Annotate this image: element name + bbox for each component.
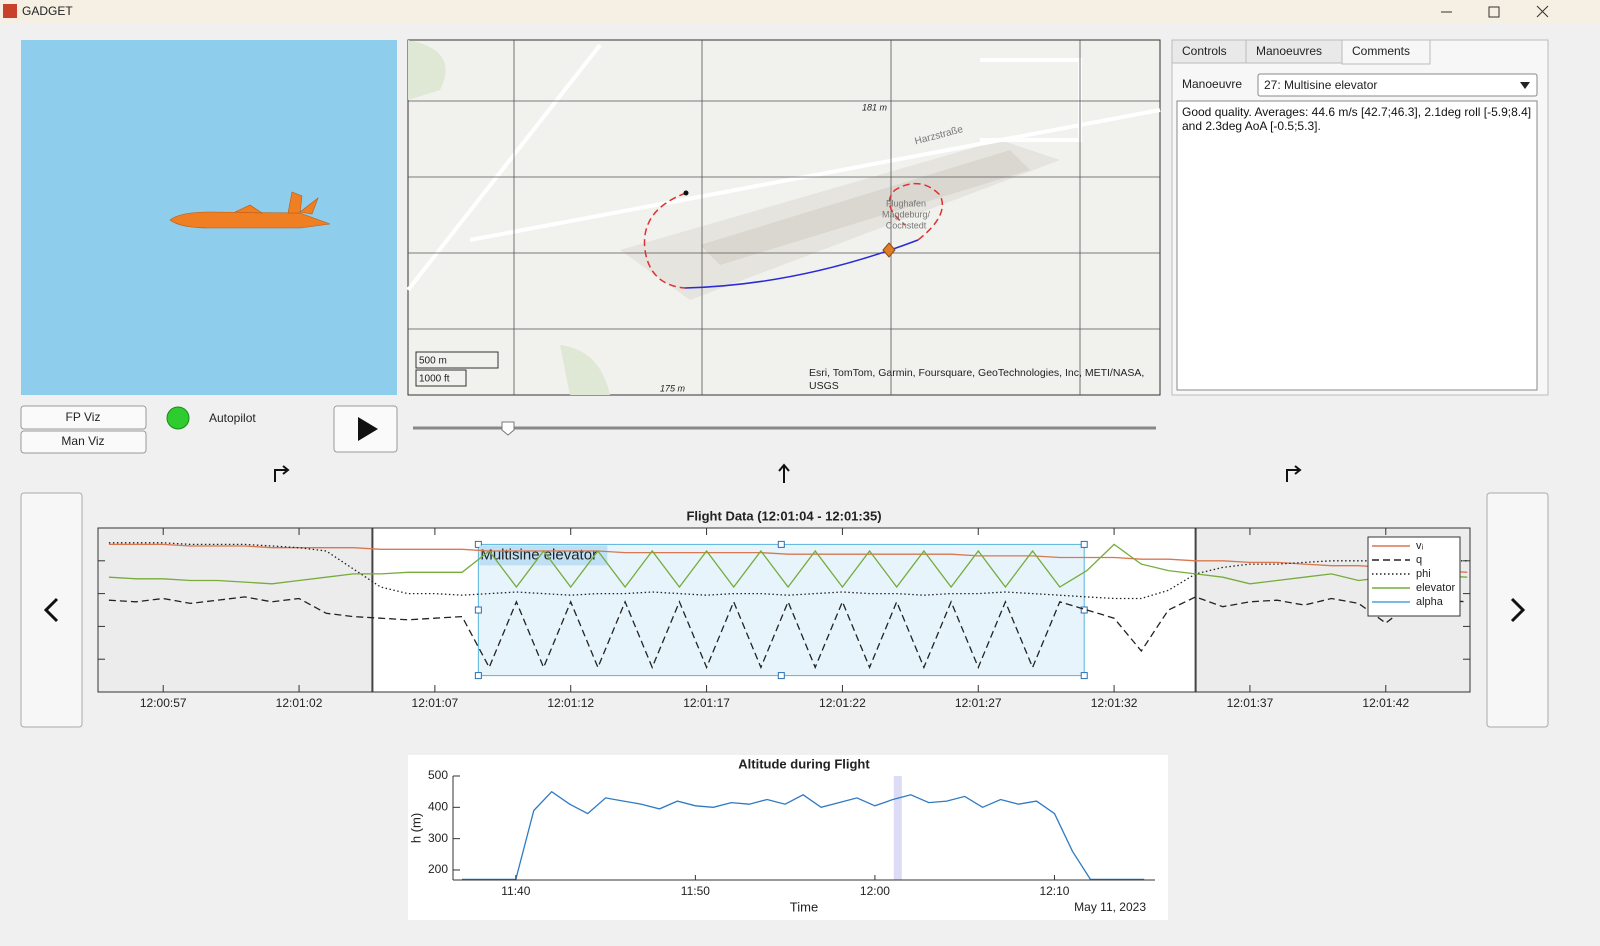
window-title: GADGET [22,4,73,18]
scale-label: 500 m [419,356,447,367]
dropdown-arrow[interactable] [1520,82,1530,89]
button[interactable] [20,430,147,454]
y-tick-label: 300 [428,831,448,845]
scale-label: 1000 ft [419,374,450,385]
prev-icon[interactable] [43,597,59,623]
x-tick-label: 12:01:17 [683,696,730,710]
series-line [462,790,1145,881]
resize-handle[interactable] [777,672,785,680]
airport-label: Flughafen [886,198,926,208]
y-tick-label: 500 [428,768,448,782]
direction-arrow [274,465,290,482]
field-label: Manoeuvre [1182,77,1242,91]
attribution: Esri, TomTom, Garmin, Foursquare, GeoTec… [809,367,1144,379]
resize-handle[interactable] [474,540,482,548]
resize-handle[interactable] [474,672,482,680]
dropdown[interactable] [1257,73,1538,97]
altitude-panel [408,755,1168,920]
resize-handle[interactable] [474,606,482,614]
slider-thumb[interactable] [501,421,515,436]
legend-label: alpha [1416,596,1444,608]
button[interactable] [20,405,147,430]
resize-handle[interactable] [1080,672,1088,680]
series-line [108,542,1468,600]
tab-label[interactable]: Controls [1182,44,1227,58]
plot-frame [97,527,1471,693]
airport-label: Magdeburg/ [882,209,931,219]
current-time-band [893,776,902,880]
status-label: Autopilot [209,411,256,425]
aircraft [169,191,331,229]
comment-text: Good quality. Averages: 44.6 m/s [42.7;4… [1182,105,1532,133]
dropdown-value[interactable]: 27: Multisine elevator [1264,78,1377,92]
tab-label[interactable]: Comments [1352,44,1410,58]
legend-label: q [1416,554,1422,566]
x-tick-label: 12:01:42 [1362,696,1409,710]
chart-title: Flight Data (12:01:04 - 12:01:35) [686,508,881,523]
close-button[interactable] [1536,5,1549,18]
series-line [108,543,1468,573]
comment-box[interactable] [1176,100,1538,391]
x-tick-label: 11:40 [501,884,530,898]
status-lamp [166,406,190,430]
legend [1367,536,1461,617]
x-tick-label: 12:01:37 [1227,696,1274,710]
title-bar [0,0,1600,23]
app-icon [3,4,17,18]
prev-button[interactable] [20,492,83,728]
outside-window [98,528,373,692]
next-icon[interactable] [1510,597,1526,623]
next-button[interactable] [1486,492,1549,728]
series-line [108,596,1468,670]
maximize-button[interactable] [1488,6,1500,18]
x-tick-label: 12:00 [860,884,890,898]
map [406,39,1161,396]
x-axis-label: Time [790,899,818,914]
x-tick-label: 12:01:07 [412,696,459,710]
resize-handle[interactable] [777,540,785,548]
map-height-label: 175 m [660,383,686,393]
annotation: Multisine elevator [480,546,597,563]
play-icon[interactable] [358,417,378,441]
x-tick-label: 11:50 [681,884,710,898]
resize-handle[interactable] [1080,540,1088,548]
y-axis-label: h (m) [408,813,423,843]
x-tick-label: 12:00:57 [140,696,187,710]
chart-title: Altitude during Flight [738,756,870,771]
x-tick-label: 12:01:22 [819,696,866,710]
x-tick-label: 12:01:32 [1091,696,1138,710]
legend-label: vᵢ [1416,540,1424,552]
direction-arrow [1286,465,1302,482]
map-height-label: 181 m [862,102,888,112]
legend-label: elevator [1416,582,1455,594]
series-line [108,543,1468,589]
x-tick-label: 12:01:02 [276,696,323,710]
button-label[interactable]: Man Viz [61,434,104,448]
airport-label: Cochstedt [886,220,927,230]
x-tick-label: 12:01:12 [547,696,594,710]
legend-label: phi [1416,568,1431,580]
tab-label[interactable]: Manoeuvres [1256,44,1322,58]
attribution: USGS [809,380,839,392]
button-label[interactable]: FP Viz [66,410,101,424]
x-tick-label: 12:01:27 [955,696,1002,710]
y-tick-label: 200 [428,862,448,876]
x-tick-label: 12:10 [1039,884,1069,898]
direction-arrow [778,463,790,483]
y-tick-label: 400 [428,799,448,813]
tab-active[interactable] [1341,39,1431,65]
date-label: May 11, 2023 [1074,900,1146,914]
